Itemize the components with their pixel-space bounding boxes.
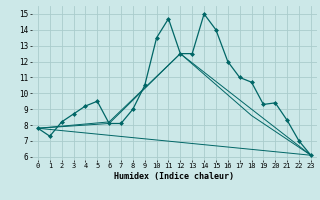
X-axis label: Humidex (Indice chaleur): Humidex (Indice chaleur) [115,172,234,181]
